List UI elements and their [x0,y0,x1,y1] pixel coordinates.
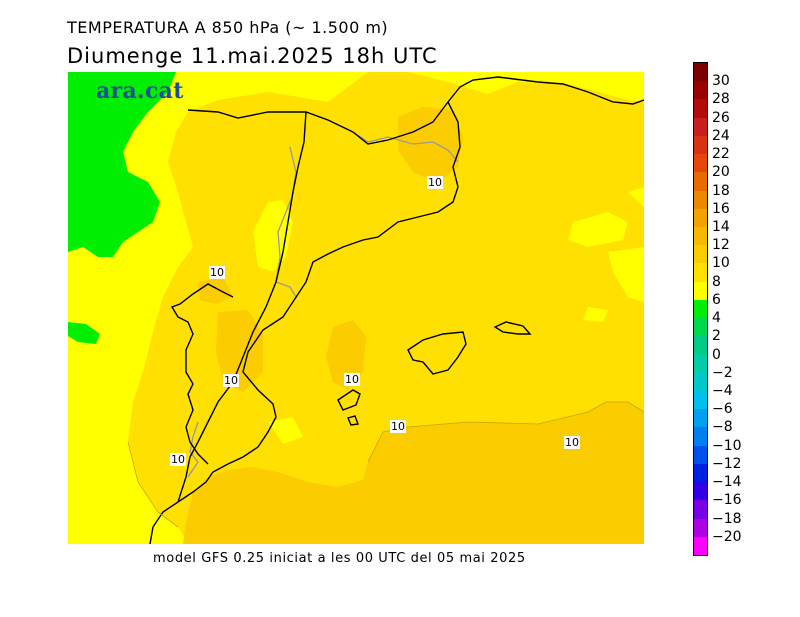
coastline [187,109,354,133]
colorbar-tick: 30 [712,73,730,90]
colorbar-segment [694,281,707,301]
colorbar-segment [694,463,707,483]
temp-band-10-12 [183,402,644,544]
border-line [187,421,199,478]
colorbar-segment [694,372,707,392]
colorbar-tick: 26 [712,109,730,126]
temp-band-6-8-patch [268,417,303,444]
menorca-island [493,321,532,335]
colorbar-tick: 14 [712,219,730,235]
contour-label: 10 [344,373,360,386]
colorbar-segment [694,208,707,228]
temp-band-6-8-patch [568,212,628,247]
colorbar-segment [694,172,707,192]
colorbar-segment [694,81,707,100]
colorbar-segment [694,427,707,447]
colorbar-segment [694,117,707,137]
colorbar-segment [694,336,707,356]
temperature-map [68,72,644,544]
colorbar-tick: −6 [712,401,733,418]
colorbar-segment [694,263,707,283]
temp-band-10-12 [326,320,366,390]
contour-label: 10 [427,176,443,189]
colorbar-segment [694,99,707,119]
colorbar-tick: 8 [712,273,721,290]
colorbar-tick: 6 [712,291,721,308]
colorbar-tick: 4 [712,310,721,327]
coastline [170,283,234,465]
map-canvas [68,72,644,544]
isotherm-line [127,441,179,528]
contour-label: 10 [390,420,406,433]
colorbar-segment [694,299,707,319]
temp-band-6-8-patch [608,247,644,302]
colorbar-segment [694,135,707,155]
model-run-caption: model GFS 0.25 iniciat a les 00 UTC del … [153,551,526,566]
temp-band-10-12 [398,107,463,182]
colorbar-tick: −4 [712,383,733,399]
colorbar-tick: −20 [712,528,742,545]
colorbar-tick: −12 [712,455,742,472]
colorbar-segment [694,518,707,538]
colorbar-segment [694,536,707,556]
colorbar-tick: −16 [712,492,742,509]
contour-label: 10 [209,266,225,279]
temperature-colorbar [693,62,708,556]
colorbar-segment [694,190,707,210]
contour-label: 10 [564,436,580,449]
colorbar-tick: 0 [712,346,721,363]
temp-band-4-6 [68,72,176,257]
temp-band-4-6-patch [68,322,100,344]
colorbar-tick: 22 [712,146,730,163]
ara-cat-logo: ara.cat [96,78,184,104]
temp-band-10-12 [198,277,233,304]
chart-title: TEMPERATURA A 850 hPa (~ 1.500 m) [67,18,389,37]
colorbar-tick: 2 [712,328,721,345]
chart-subtitle-date: Diumenge 11.mai.2025 18h UTC [67,44,438,68]
colorbar-segment [694,354,707,374]
mallorca-island [407,331,467,375]
colorbar-segment [694,500,707,520]
colorbar-tick: 18 [712,182,730,199]
colorbar-tick: 16 [712,200,730,217]
colorbar-segment [694,445,707,465]
temp-band-10-12 [216,310,263,392]
colorbar-tick: −14 [712,474,742,491]
colorbar-segment [694,391,707,410]
formentera-island [347,415,359,426]
colorbar-tick: 24 [712,127,730,144]
coastline [149,101,461,544]
colorbar-segment [694,154,707,173]
colorbar-tick: 28 [712,91,730,108]
coastline [177,111,307,503]
border-line [352,131,459,163]
temp-band-6-8-patch [583,307,608,322]
colorbar-segment [694,482,707,501]
colorbar-segment [694,409,707,428]
temp-band-6-8-patch [628,187,644,207]
colorbar-tick: 12 [712,237,730,254]
colorbar-segment [694,227,707,246]
contour-label: 10 [223,374,239,387]
colorbar-segment [694,245,707,264]
colorbar-tick: −2 [712,364,733,381]
colorbar-segment [694,63,707,82]
ibiza-island [337,389,361,411]
colorbar-tick: 20 [712,164,730,181]
colorbar-tick: 10 [712,255,730,272]
colorbar-segment [694,318,707,337]
colorbar-tick: −8 [712,419,733,436]
colorbar-tick: −10 [712,437,742,454]
colorbar-tick: −18 [712,510,742,527]
coastline [352,76,644,145]
contour-label: 10 [170,453,186,466]
